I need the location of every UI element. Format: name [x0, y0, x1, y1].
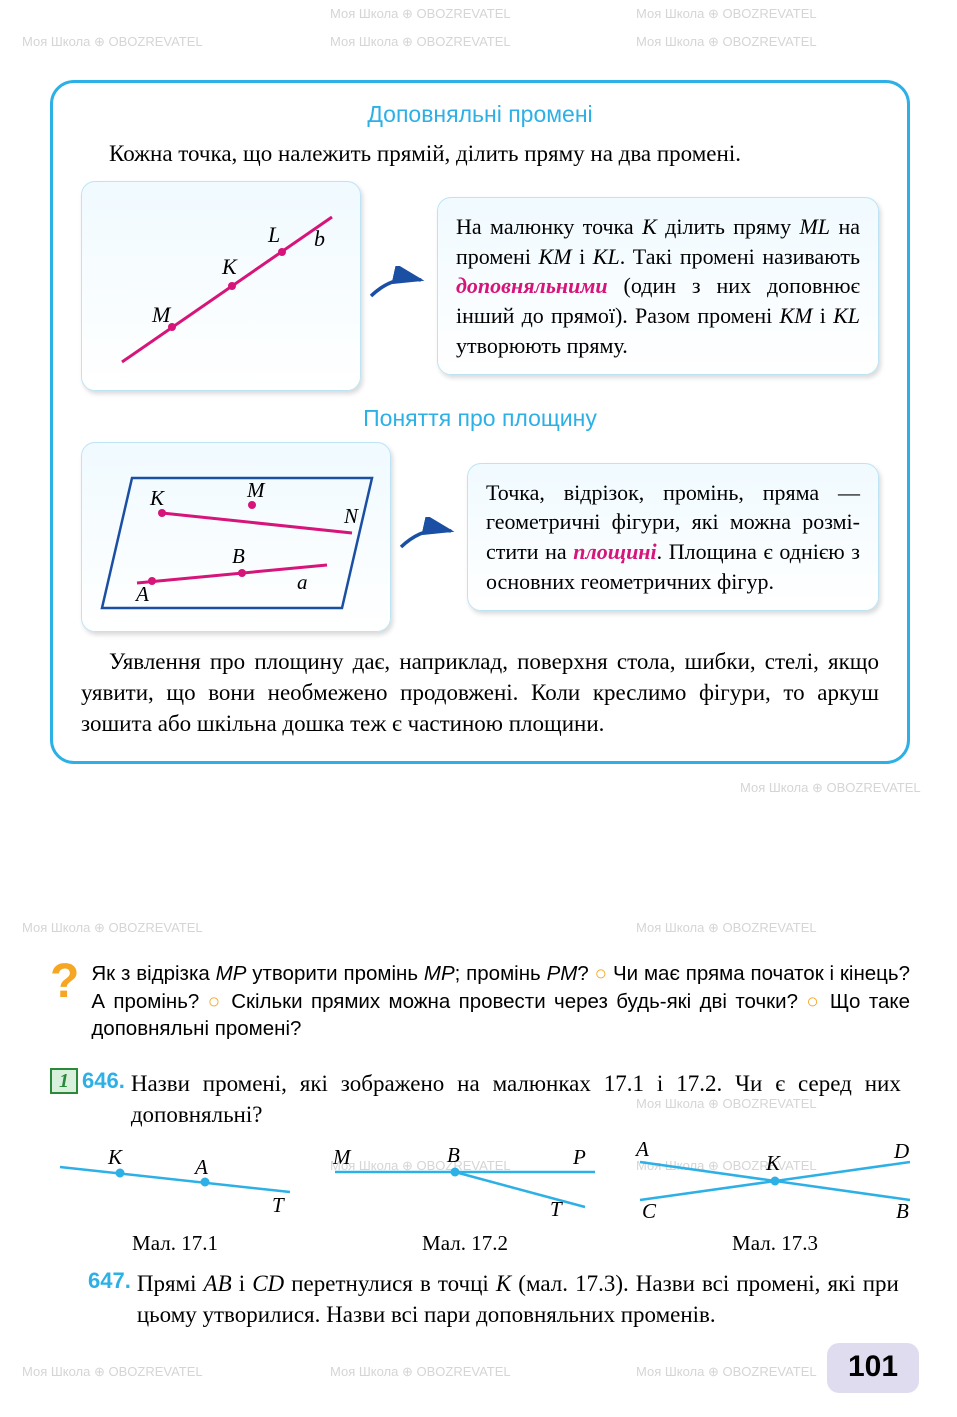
svg-text:A: A [193, 1155, 208, 1179]
question-icon: ? [50, 960, 79, 1043]
svg-text:D: D [893, 1142, 909, 1163]
svg-text:B: B [896, 1199, 909, 1222]
level-badge: 1 [50, 1068, 78, 1094]
svg-text:a: a [297, 570, 308, 594]
svg-text:T: T [272, 1193, 285, 1217]
exercise-number: 646. [82, 1068, 125, 1093]
arrow-icon [369, 266, 429, 306]
figure-17-2: M B P T Мал. 17.2 [325, 1142, 605, 1256]
svg-text:b: b [314, 226, 325, 251]
exercise-646: 1 646. Назви промені, які зображено на м… [50, 1068, 910, 1130]
svg-text:T: T [550, 1197, 563, 1221]
question-text: Як з відрізка MP утворити промінь MP; пр… [91, 960, 910, 1043]
figure-caption: Мал. 17.2 [325, 1231, 605, 1256]
row-2: K M N A B a Точка, відрізок, промінь, пр… [81, 442, 879, 632]
svg-text:K: K [149, 486, 165, 510]
svg-text:B: B [447, 1143, 460, 1167]
svg-text:N: N [343, 504, 359, 528]
diagram-1-svg: M K L b [92, 192, 352, 382]
page-number: 101 [827, 1343, 919, 1393]
svg-text:L: L [267, 222, 280, 247]
exercise-number: 647. [88, 1268, 131, 1293]
svg-text:K: K [765, 1151, 781, 1175]
figures-row: K A T Мал. 17.1 M B P T Мал. 17.2 A K D … [50, 1142, 920, 1256]
figure-17-3: A K D C B Мал. 17.3 [630, 1142, 920, 1256]
question-block: ? Як з відрізка MP утворити промінь MP; … [50, 960, 910, 1043]
diagram-panel-1: M K L b [81, 181, 361, 391]
figure-17-1: K A T Мал. 17.1 [50, 1142, 300, 1256]
svg-text:B: B [232, 544, 245, 568]
theory-box: Доповняльні промені Кожна точка, що нале… [50, 80, 910, 764]
exercise-text: Прямі AB і CD перетнулися в точці K (мал… [137, 1268, 899, 1330]
section-title-1: Доповняльні промені [81, 101, 879, 128]
svg-text:A: A [634, 1142, 649, 1161]
exercise-647: 647. Прямі AB і CD перетнулися в точці K… [88, 1268, 912, 1330]
svg-text:M: M [332, 1145, 352, 1169]
figure-caption: Мал. 17.3 [630, 1231, 920, 1256]
exercise-text: Назви промені, які зображено на малюнках… [131, 1068, 901, 1130]
intro-text: Кожна точка, що належить прямій, ділить … [81, 138, 879, 169]
svg-text:C: C [642, 1199, 657, 1222]
section-title-2: Поняття про площину [81, 405, 879, 432]
svg-text:M: M [246, 478, 266, 502]
svg-text:M: M [151, 302, 172, 327]
body-text: Уявлення про площину дає, наприклад, пов… [81, 646, 879, 739]
diagram-panel-2: K M N A B a [81, 442, 391, 632]
text-panel-2: Точка, відрізок, промінь, пряма — геомет… [467, 463, 879, 612]
text-panel-1: На малюнку точка K ділить пряму ML на пр… [437, 197, 879, 375]
arrow-icon [399, 517, 459, 557]
svg-text:A: A [134, 582, 149, 606]
svg-text:P: P [572, 1145, 586, 1169]
figure-caption: Мал. 17.1 [50, 1231, 300, 1256]
svg-text:K: K [107, 1145, 123, 1169]
svg-text:K: K [221, 254, 238, 279]
diagram-2-svg: K M N A B a [92, 453, 382, 623]
row-1: M K L b На малюнку точка K ділить пряму … [81, 181, 879, 391]
